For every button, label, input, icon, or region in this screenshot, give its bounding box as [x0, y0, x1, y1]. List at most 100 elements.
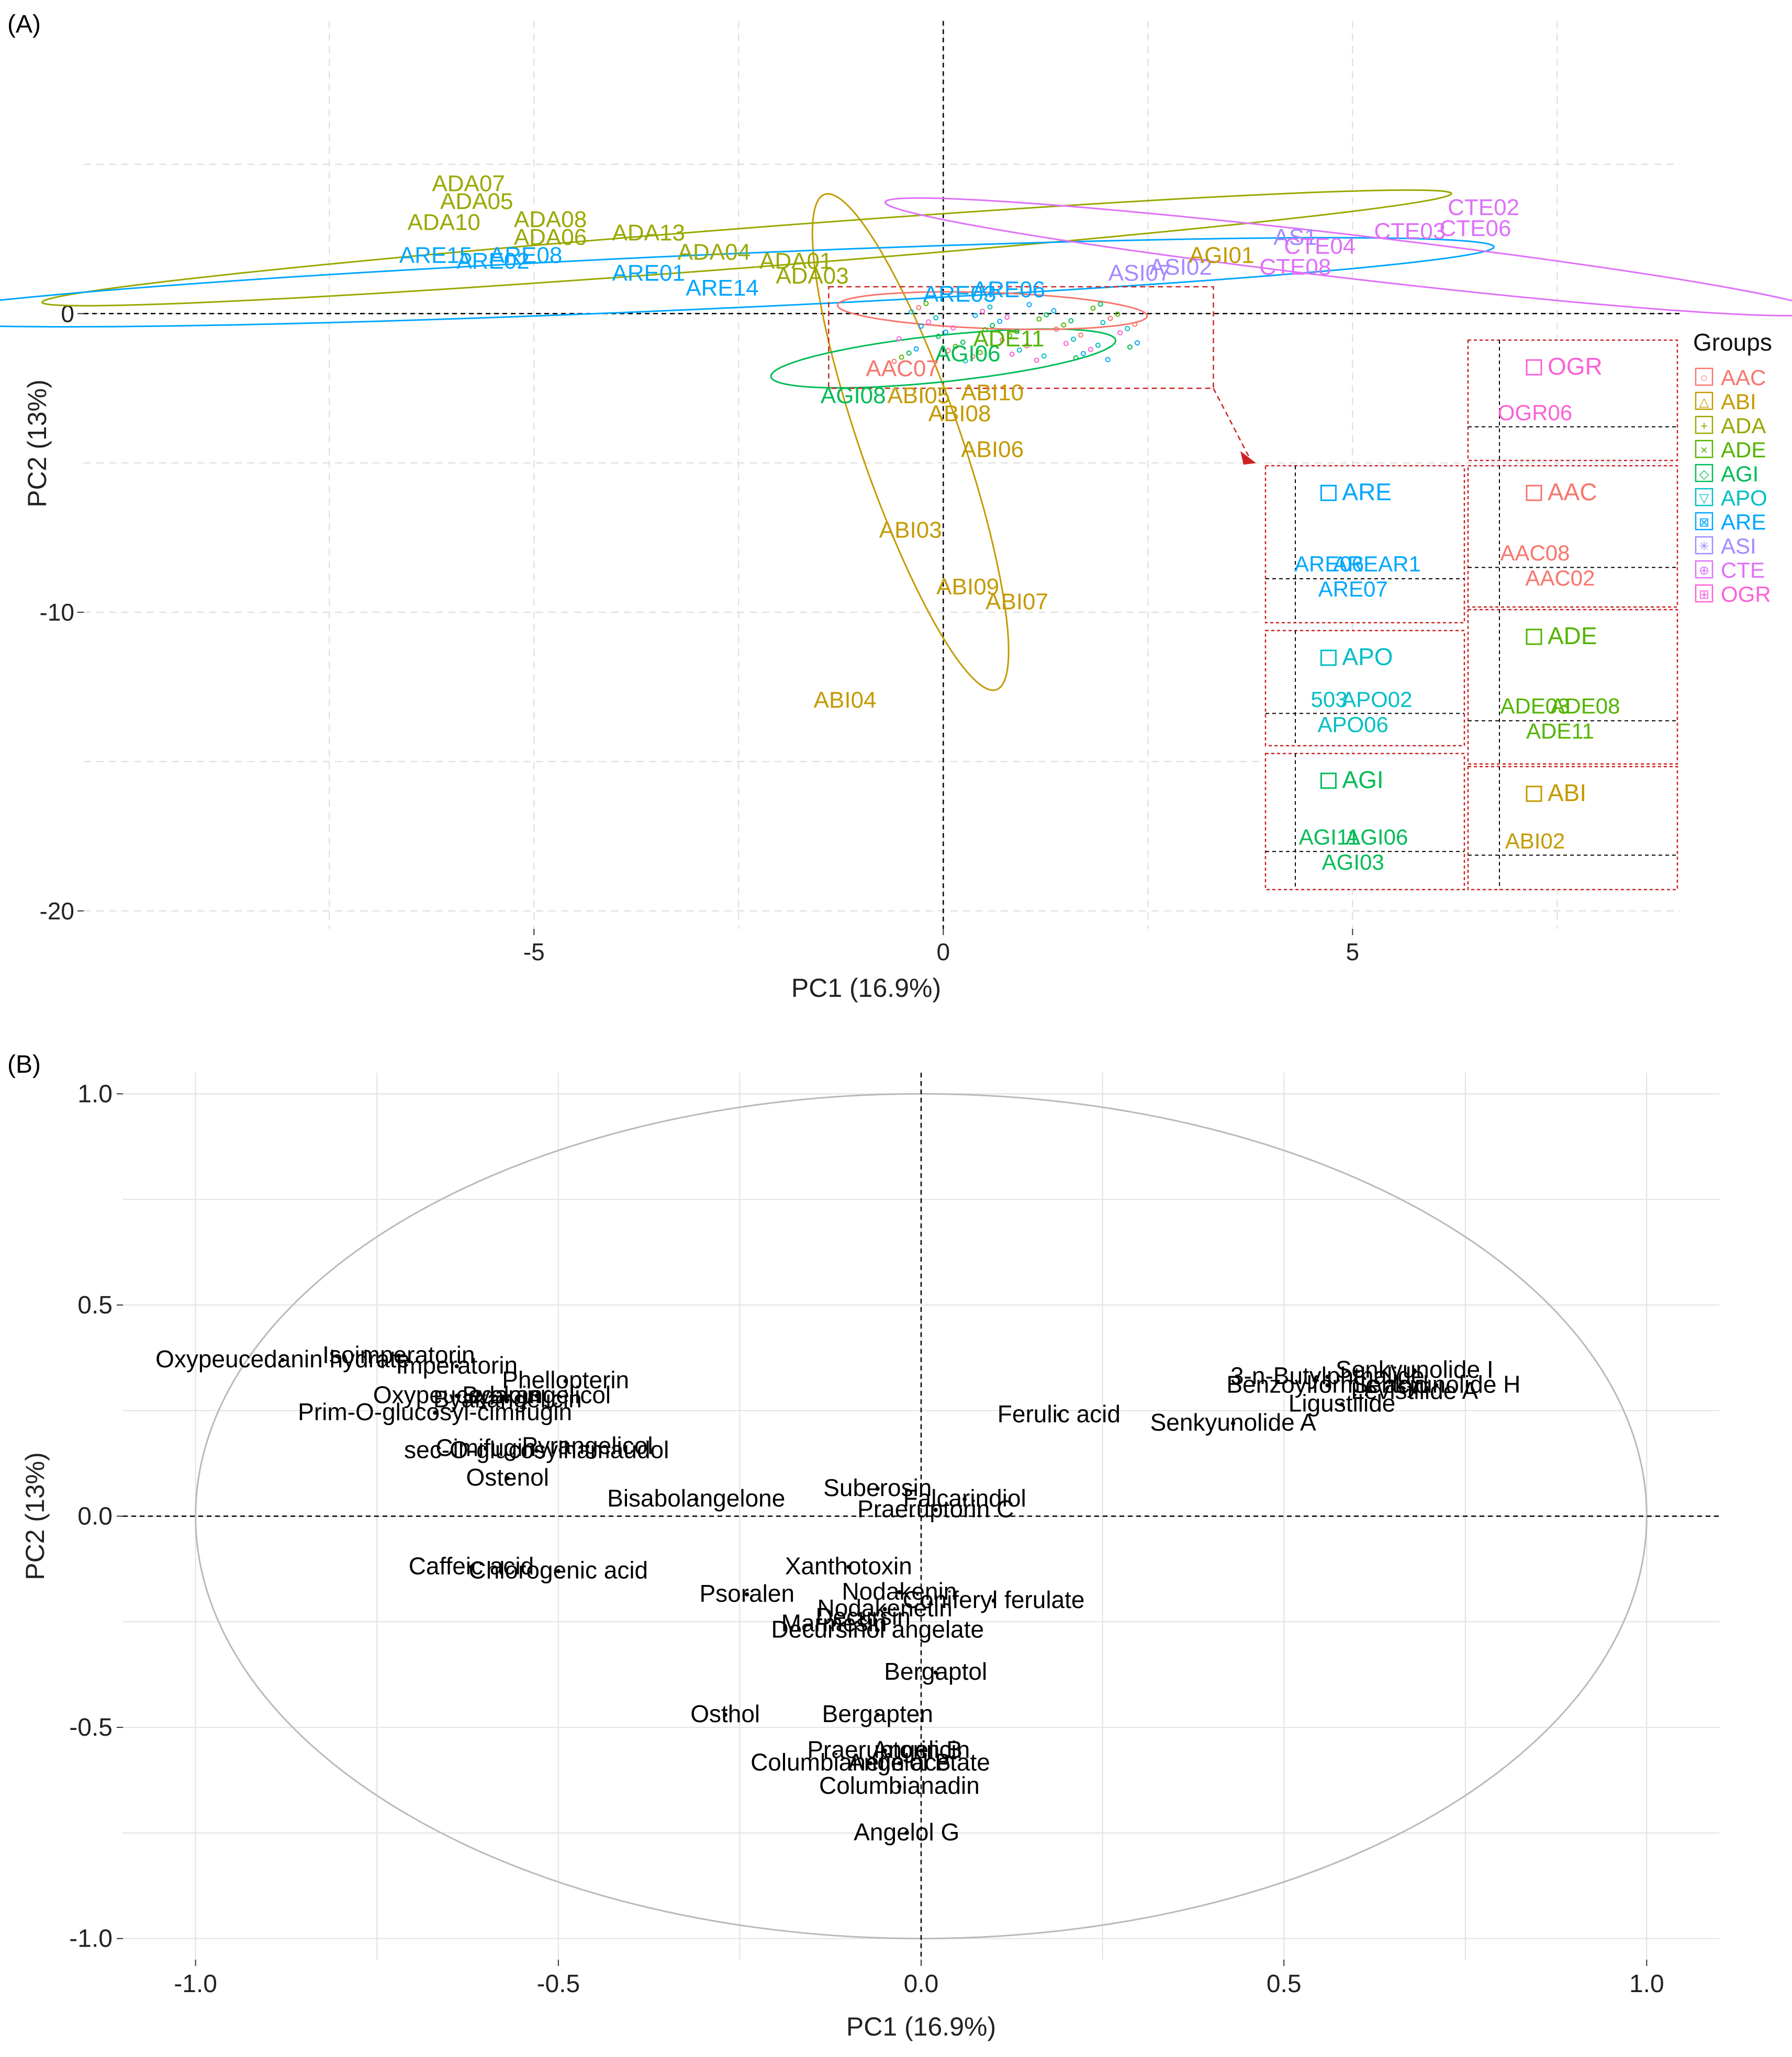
variable-xanthotoxin: Xanthotoxin: [785, 1552, 912, 1579]
variable-point: [897, 1590, 902, 1594]
variable-bergaptol: Bergaptol: [884, 1658, 987, 1685]
cluster-point-marker: [909, 309, 914, 314]
cluster-point-marker: [960, 340, 966, 345]
confidence-ellipse-are: [0, 237, 1495, 328]
variable-oxypeucedanin: Oxypeucedanin: [373, 1381, 541, 1408]
point-label-abi09: ABI09: [936, 574, 999, 600]
point-label-cte08: CTE08: [1259, 254, 1331, 280]
zoom-panel-frame: [1467, 609, 1678, 765]
legend-item-aac: ○ AAC: [1695, 365, 1766, 390]
cluster-point-marker: [899, 354, 904, 360]
variable-senkyunolide-h: Senkyunolide H: [1352, 1370, 1520, 1398]
zoom-panel-frame: [1467, 766, 1678, 891]
variable-label: Suberosin: [823, 1474, 932, 1501]
legend-item-label: CTE: [1721, 558, 1765, 582]
legend-key-box: [1695, 391, 1713, 410]
variable-columbianadin: Columbianadin: [819, 1772, 980, 1799]
legend-key-box: [1695, 560, 1713, 579]
legend-item-abi: △ ABI: [1695, 389, 1756, 414]
y-tick-label: 0: [61, 300, 74, 327]
variable-label: Isoimperatorin: [322, 1341, 475, 1368]
cluster-point-marker: [926, 319, 932, 325]
variable-point: [1412, 1368, 1417, 1373]
y-tick-label: -10: [40, 599, 74, 626]
cluster-point-marker: [982, 327, 988, 333]
point-label-agi08: AGI08: [821, 383, 886, 409]
variable-bergapten: Bergapten: [822, 1700, 933, 1727]
variable-point: [534, 1448, 539, 1453]
variable-point: [861, 1615, 866, 1620]
variable-point: [723, 1712, 727, 1717]
cluster-point-marker: [916, 305, 922, 310]
variable-label: Oxypeucedanin hydrate: [155, 1345, 410, 1373]
variable-label: Prim-O-glucosyl-cimifugin: [298, 1398, 572, 1425]
cluster-point-marker: [1132, 321, 1138, 327]
variable-point: [882, 1748, 887, 1753]
variable-point: [875, 1487, 880, 1491]
variable-label: Benzoylformic acid: [1226, 1370, 1428, 1398]
x-axis-title: PC1 (16.9%): [791, 973, 941, 1003]
legend-key-symbol: ○: [1700, 371, 1708, 385]
cluster-point-marker: [1024, 343, 1029, 349]
variable-label: Bergapten: [822, 1700, 933, 1727]
zoom-panel-key-box: [1526, 485, 1542, 501]
cluster-point-marker: [1080, 351, 1086, 356]
zoom-panel-abi: ABI ABI02: [1467, 766, 1678, 891]
zoom-panel-point-label: ARE06: [1294, 552, 1364, 576]
point-label-asi07: ASI07: [1108, 261, 1171, 286]
variable-label: Columbianetin acetate: [751, 1749, 990, 1776]
variable-decursin: Decursin: [815, 1603, 911, 1630]
variable-label: Psoralen: [699, 1580, 794, 1607]
variable-label: Caffeic acid: [409, 1552, 534, 1579]
cluster-point-marker: [1105, 357, 1111, 363]
cluster-point-marker: [1088, 346, 1093, 352]
variable-point: [875, 1712, 880, 1717]
zoom-panel-point-label: ADE11: [1526, 719, 1594, 744]
variable-label: Angelol B: [848, 1749, 951, 1776]
variable-imperatorin: Imperatorin: [396, 1352, 518, 1379]
y-tick-label: 0.0: [77, 1503, 113, 1531]
variable-label: Falcarindiol: [903, 1485, 1026, 1512]
cluster-point-marker: [1041, 353, 1047, 359]
point-label-abi06: ABI06: [961, 436, 1024, 462]
point-label-agi06: AGI06: [935, 341, 1001, 367]
zoom-panel-point-label: OGR06: [1498, 400, 1572, 425]
cluster-point-marker: [977, 350, 983, 355]
cluster-point-marker: [950, 325, 956, 331]
variable-point: [933, 1508, 938, 1512]
zoom-panel-point-label: AGI03: [1322, 850, 1384, 874]
point-label-abi03: ABI03: [879, 517, 942, 543]
cluster-point-marker: [987, 304, 993, 310]
variable-sec-o-glucosylhamaudol: sec-O-glucosylhamaudol: [404, 1436, 669, 1463]
legend-key-box: [1695, 367, 1713, 386]
x-tick-label: 0.5: [1267, 1970, 1302, 1998]
variable-label: Ferulic acid: [998, 1400, 1121, 1427]
variable-label: Nodakenetin: [817, 1594, 953, 1622]
point-label-agi01: AGI01: [1189, 242, 1255, 268]
variable-label: Senkyunolide H: [1352, 1370, 1520, 1398]
legend-key-box: [1695, 464, 1713, 482]
zoom-panel-point-label: ADE08: [1550, 694, 1620, 718]
zoom-panel-key-box: [1526, 359, 1542, 376]
variable-point: [484, 1446, 488, 1451]
cluster-point-marker: [891, 358, 897, 364]
variable-angelol-g: Angelol G: [854, 1818, 959, 1846]
legend-item-apo: ▽ APO: [1695, 486, 1767, 510]
legend-item-cte: ⊕ CTE: [1695, 558, 1765, 582]
confidence-ellipse-cte: [884, 197, 1792, 317]
variable-point: [505, 1476, 510, 1480]
y-tick-label: 1.0: [77, 1080, 113, 1108]
variable-label: Bisabolangelone: [607, 1485, 785, 1512]
legend-item-agi: ◇ AGI: [1695, 462, 1759, 486]
cluster-point-marker: [1095, 342, 1101, 348]
variable-point: [1325, 1375, 1330, 1379]
point-label-ada08: ADA08: [514, 207, 587, 232]
variable-point: [585, 1444, 590, 1449]
variable-point: [454, 1393, 459, 1398]
zoom-panel-title: AAC: [1548, 478, 1597, 505]
variable-coniferyl-ferulate: Coniferyl ferulate: [903, 1586, 1085, 1613]
legend-key-box: [1695, 415, 1713, 434]
